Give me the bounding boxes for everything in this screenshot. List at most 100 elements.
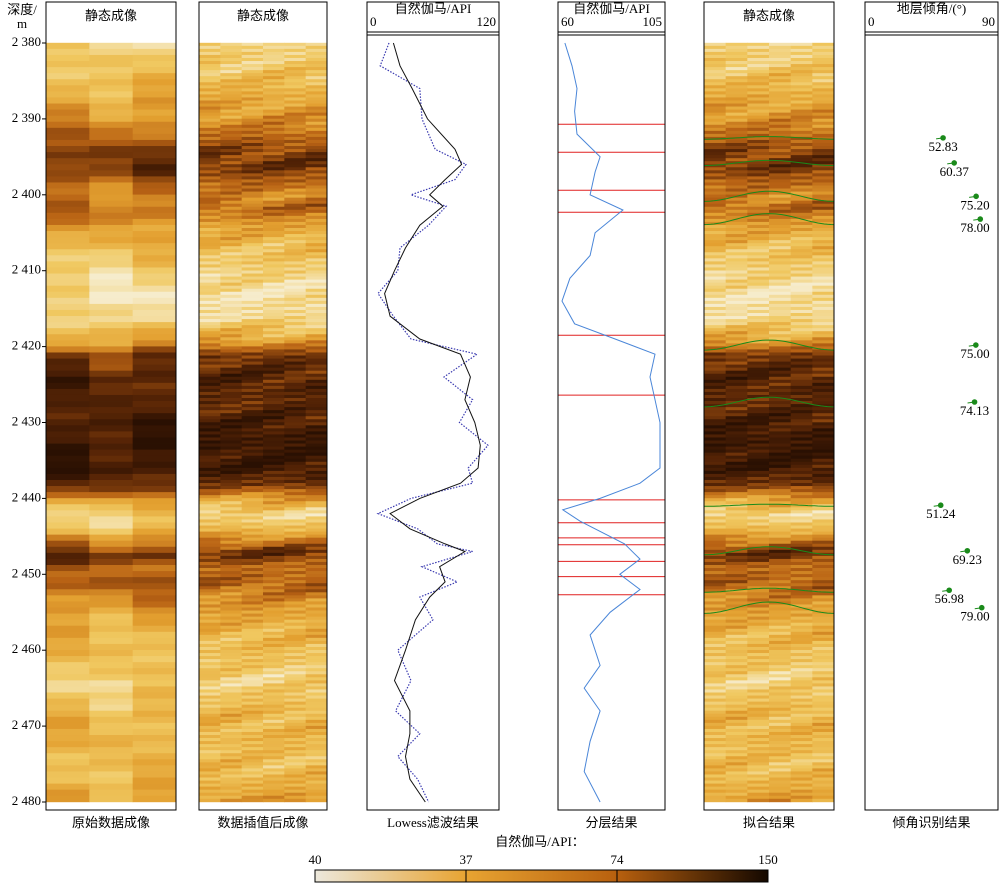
image-stripe — [284, 434, 307, 438]
image-stripe — [241, 546, 264, 551]
image-stripe — [769, 185, 792, 189]
image-stripe — [769, 51, 792, 56]
image-stripe — [284, 519, 307, 523]
image-stripe — [812, 759, 835, 763]
image-stripe — [220, 650, 243, 654]
image-stripe — [790, 416, 813, 420]
image-stripe — [199, 297, 221, 302]
image-stripe — [769, 786, 792, 791]
image-stripe — [812, 756, 835, 760]
image-stripe — [704, 777, 727, 781]
image-stripe — [199, 398, 221, 402]
image-stripe — [790, 91, 813, 95]
image-stripe — [725, 212, 748, 217]
image-stripe — [812, 109, 835, 114]
image-stripe — [790, 407, 813, 411]
image-stripe — [241, 334, 264, 338]
image-stripe — [241, 695, 264, 699]
image-stripe — [769, 698, 792, 703]
image-stripe — [790, 179, 813, 183]
image-stripe — [704, 322, 727, 326]
image-stripe — [747, 240, 770, 244]
image-stripe — [241, 489, 264, 493]
image-stripe — [747, 185, 770, 189]
image-stripe — [747, 656, 770, 660]
image-stripe — [305, 698, 328, 703]
image-stripe — [769, 300, 792, 305]
image-stripe — [241, 118, 264, 123]
image-stripe — [704, 227, 727, 232]
image-stripe — [704, 701, 727, 706]
image-stripe — [241, 461, 264, 466]
image-stripe — [769, 419, 792, 423]
image-stripe — [747, 589, 770, 593]
image-stripe — [305, 452, 328, 457]
image-stripe — [89, 170, 134, 177]
image-stripe — [263, 698, 285, 703]
image-stripe — [89, 61, 134, 68]
image-stripe — [241, 200, 264, 205]
image-stripe — [89, 425, 134, 432]
image-stripe — [704, 358, 727, 362]
image-stripe — [263, 61, 285, 65]
image-stripe — [241, 91, 264, 95]
image-stripe — [790, 586, 813, 590]
image-stripe — [769, 158, 792, 162]
image-stripe — [284, 264, 307, 268]
image-stripe — [132, 401, 177, 408]
image-stripe — [725, 671, 748, 675]
image-stripe — [769, 176, 792, 180]
image-stripe — [305, 127, 328, 132]
image-stripe — [284, 616, 307, 621]
image-stripe — [220, 522, 243, 526]
image-stripe — [241, 577, 264, 581]
image-stripe — [132, 437, 177, 444]
image-stripe — [305, 486, 328, 490]
image-stripe — [747, 176, 770, 180]
image-stripe — [790, 255, 813, 259]
image-stripe — [89, 486, 134, 493]
image-stripe — [305, 483, 328, 487]
image-stripe — [725, 224, 748, 229]
image-stripe — [89, 601, 134, 608]
image-stripe — [220, 276, 243, 281]
image-stripe — [769, 610, 792, 614]
image-stripe — [704, 738, 727, 742]
image-stripe — [704, 73, 727, 77]
image-stripe — [747, 200, 770, 205]
dip-label: 75.00 — [960, 346, 989, 361]
image-stripe — [220, 747, 243, 751]
image-stripe — [263, 133, 285, 138]
image-stripe — [747, 237, 770, 241]
image-stripe — [241, 589, 264, 593]
image-stripe — [263, 152, 285, 156]
image-stripe — [199, 692, 221, 696]
image-stripe — [812, 598, 835, 602]
image-stripe — [305, 358, 328, 362]
image-stripe — [199, 619, 221, 624]
image-stripe — [747, 731, 770, 736]
image-stripe — [263, 738, 285, 742]
image-stripe — [241, 434, 264, 438]
image-stripe — [132, 765, 177, 772]
colorbar-tick-label: 37 — [460, 852, 474, 867]
image-stripe — [284, 744, 307, 748]
image-stripe — [284, 255, 307, 259]
image-stripe — [725, 267, 748, 271]
image-stripe — [704, 786, 727, 791]
image-stripe — [305, 437, 328, 441]
image-stripe — [241, 404, 264, 408]
image-stripe — [769, 313, 792, 317]
image-stripe — [305, 291, 328, 296]
image-stripe — [769, 768, 792, 772]
image-stripe — [241, 510, 264, 514]
image-stripe — [220, 753, 243, 757]
image-stripe — [284, 725, 307, 730]
image-stripe — [284, 568, 307, 572]
image-stripe — [305, 398, 328, 402]
image-stripe — [704, 394, 727, 399]
image-stripe — [263, 659, 285, 663]
image-stripe — [241, 152, 264, 156]
dip-point — [977, 216, 984, 222]
image-stripe — [790, 130, 813, 135]
